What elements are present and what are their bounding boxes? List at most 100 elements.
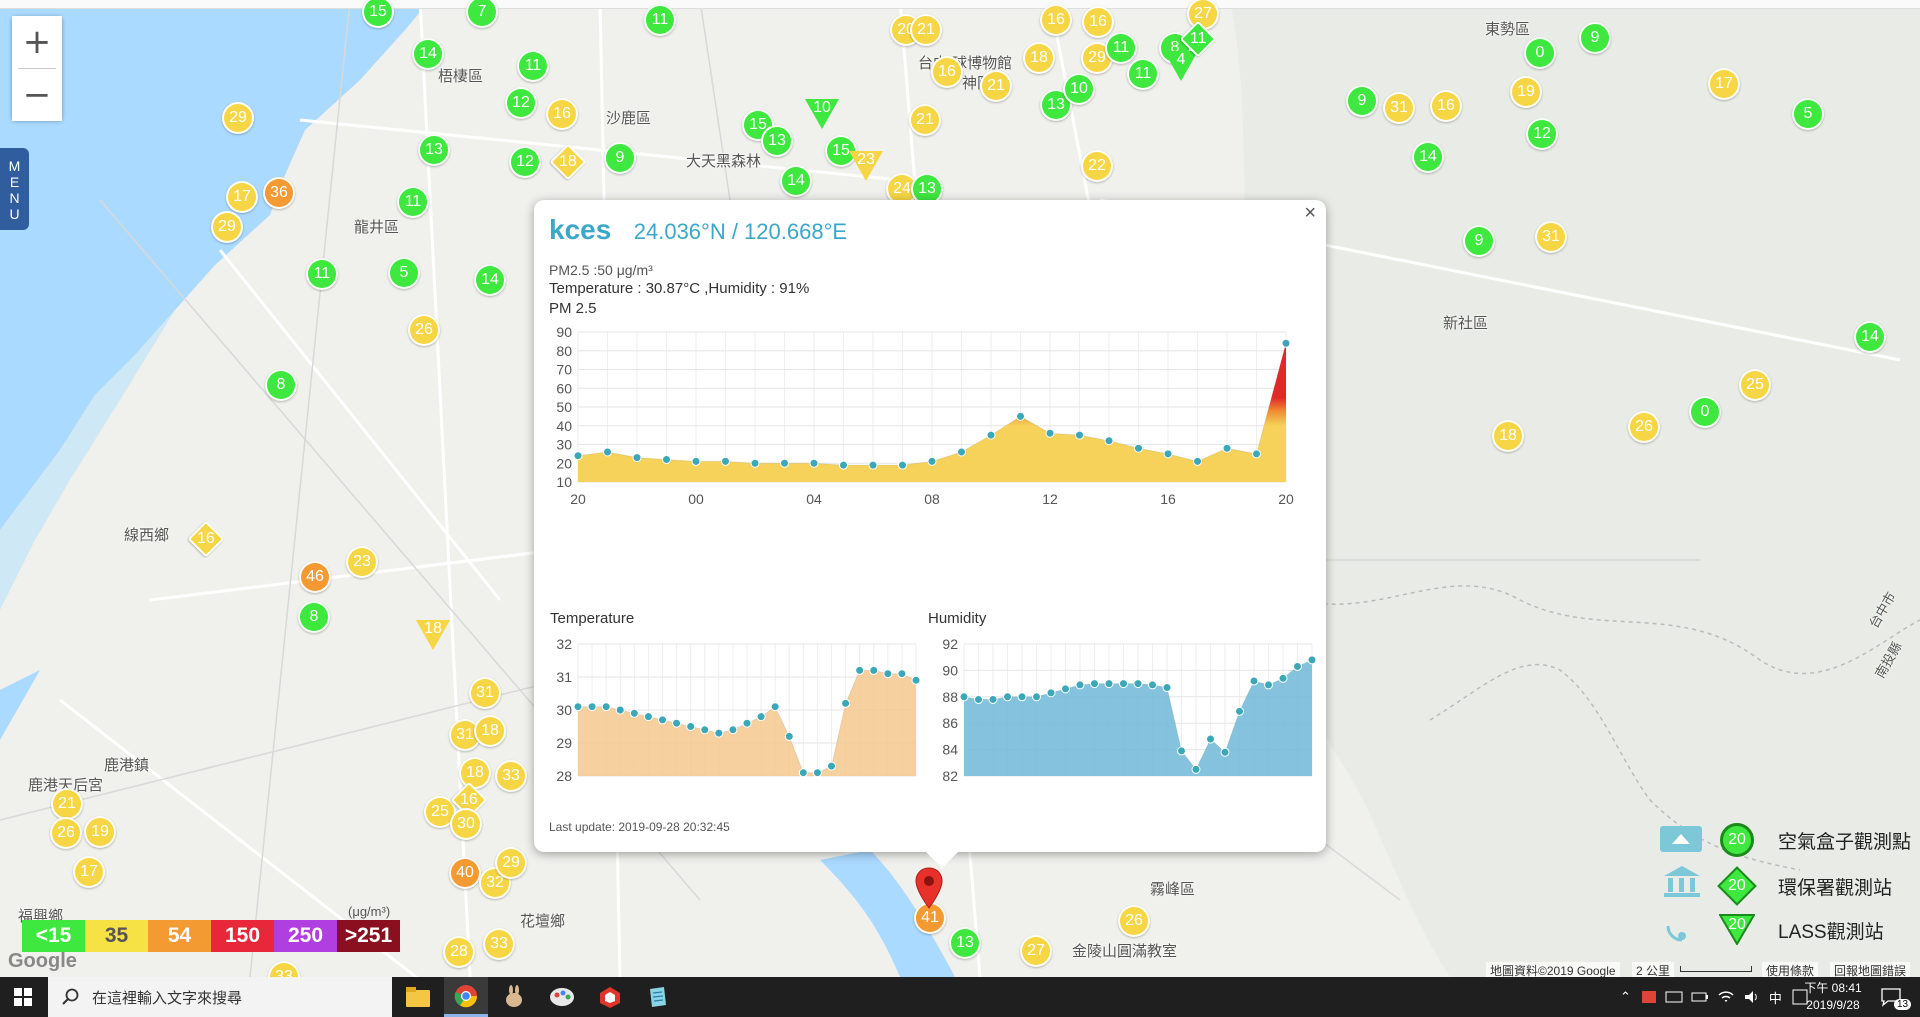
- station-marker[interactable]: 12: [1526, 118, 1558, 150]
- app-button-3[interactable]: [492, 977, 536, 1017]
- station-marker[interactable]: 31: [1383, 92, 1415, 124]
- station-marker[interactable]: 11: [1127, 58, 1159, 90]
- station-marker[interactable]: 8: [265, 369, 297, 401]
- close-icon[interactable]: ×: [1304, 202, 1316, 224]
- station-marker[interactable]: 14: [412, 38, 444, 70]
- station-marker[interactable]: 15: [362, 0, 394, 28]
- station-marker[interactable]: 14: [1854, 321, 1886, 353]
- zoom-in-button[interactable]: +: [12, 16, 62, 68]
- start-button[interactable]: [0, 977, 46, 1017]
- station-marker[interactable]: 33: [483, 928, 515, 960]
- station-marker[interactable]: 27: [1020, 935, 1052, 967]
- station-marker[interactable]: 12: [509, 146, 541, 178]
- app-button-4[interactable]: [540, 977, 584, 1017]
- station-marker[interactable]: 7: [466, 0, 498, 28]
- antivirus-tray-icon[interactable]: [1641, 989, 1657, 1005]
- report-error-link[interactable]: 回報地圖錯誤: [1830, 962, 1911, 977]
- station-marker[interactable]: 14: [474, 264, 506, 296]
- station-marker[interactable]: 16: [546, 98, 578, 130]
- station-marker[interactable]: 16: [1430, 90, 1462, 122]
- station-marker[interactable]: 11: [1105, 32, 1137, 64]
- station-marker[interactable]: 21: [909, 104, 941, 136]
- station-marker[interactable]: 30: [450, 808, 482, 840]
- station-marker[interactable]: 11: [306, 258, 338, 290]
- wifi-icon[interactable]: [1717, 989, 1735, 1005]
- station-marker[interactable]: 26: [408, 314, 440, 346]
- station-marker[interactable]: 24: [886, 173, 918, 205]
- station-marker[interactable]: 18: [416, 620, 450, 650]
- station-marker[interactable]: 4: [1164, 51, 1198, 81]
- station-marker[interactable]: 25: [424, 796, 456, 828]
- app-button-5[interactable]: [588, 977, 632, 1017]
- ime-mode-icon[interactable]: [1792, 989, 1808, 1005]
- station-marker[interactable]: 0: [1524, 37, 1556, 69]
- station-marker[interactable]: 11: [397, 186, 429, 218]
- station-marker[interactable]: 18: [1492, 420, 1524, 452]
- station-marker[interactable]: 21: [51, 788, 83, 820]
- notification-center[interactable]: 13: [1880, 977, 1912, 1017]
- ime-indicator[interactable]: 中: [1768, 990, 1782, 1006]
- battery-tray-icon[interactable]: [1691, 990, 1709, 1004]
- station-marker[interactable]: 17: [73, 856, 105, 888]
- station-marker[interactable]: 10: [805, 99, 839, 129]
- volume-icon[interactable]: [1743, 989, 1761, 1005]
- station-marker[interactable]: 16: [1082, 6, 1114, 38]
- station-marker[interactable]: 23: [849, 151, 883, 181]
- station-marker[interactable]: 26: [1628, 411, 1660, 443]
- station-marker[interactable]: 5: [388, 257, 420, 289]
- station-marker[interactable]: 28: [443, 936, 475, 968]
- station-marker[interactable]: 26: [1118, 905, 1150, 937]
- station-marker[interactable]: 14: [1412, 141, 1444, 173]
- station-marker[interactable]: 16: [1040, 4, 1072, 36]
- station-marker[interactable]: 23: [346, 546, 378, 578]
- station-marker[interactable]: 33: [495, 760, 527, 792]
- station-marker[interactable]: 29: [211, 211, 243, 243]
- station-marker[interactable]: 18: [459, 757, 491, 789]
- station-marker[interactable]: 36: [263, 177, 295, 209]
- station-marker[interactable]: 29: [495, 847, 527, 879]
- station-marker[interactable]: 22: [1081, 150, 1113, 182]
- station-marker[interactable]: 9: [1346, 85, 1378, 117]
- station-marker[interactable]: 46: [299, 561, 331, 593]
- station-marker[interactable]: 29: [222, 102, 254, 134]
- station-marker[interactable]: 14: [780, 165, 812, 197]
- station-marker[interactable]: 16: [931, 56, 963, 88]
- taskbar-search[interactable]: 在這裡輸入文字來搜尋: [48, 977, 392, 1017]
- station-marker[interactable]: 31: [469, 677, 501, 709]
- station-marker[interactable]: 31: [1535, 221, 1567, 253]
- chevron-up-icon[interactable]: ⌃: [1620, 989, 1631, 1004]
- station-marker[interactable]: 9: [1579, 22, 1611, 54]
- station-marker[interactable]: 9: [1463, 225, 1495, 257]
- app-button-6[interactable]: [636, 977, 680, 1017]
- station-marker[interactable]: 13: [761, 125, 793, 157]
- station-marker[interactable]: 13: [949, 927, 981, 959]
- station-marker[interactable]: 13: [418, 134, 450, 166]
- station-marker[interactable]: 12: [505, 87, 537, 119]
- taskbar-clock[interactable]: 下午 08:41 2019/9/28: [1790, 980, 1876, 1014]
- station-marker[interactable]: 11: [517, 50, 549, 82]
- station-marker[interactable]: 17: [226, 181, 258, 213]
- station-marker[interactable]: 10: [1063, 73, 1095, 105]
- station-marker[interactable]: 0: [1689, 396, 1721, 428]
- station-marker[interactable]: 19: [1510, 76, 1542, 108]
- map-canvas[interactable]: 梧棲區 沙鹿區 龍井區 線西鄉 鹿港鎮 福興鄉 花壇鄉 霧峰區 東勢區 新社區 神岡 鹿港天后宮 台中 …: [0, 0, 1920, 977]
- station-marker[interactable]: 8: [298, 601, 330, 633]
- station-marker[interactable]: 21: [980, 70, 1012, 102]
- device-tray-icon[interactable]: [1665, 990, 1683, 1004]
- map-data-attribution[interactable]: 地圖資料©2019 Google: [1486, 962, 1620, 977]
- menu-tab[interactable]: M E N U: [0, 148, 29, 230]
- station-marker[interactable]: 18: [1023, 42, 1055, 74]
- station-marker[interactable]: 9: [604, 142, 636, 174]
- station-marker[interactable]: 19: [84, 816, 116, 848]
- station-marker[interactable]: 26: [50, 817, 82, 849]
- selected-location-pin-icon[interactable]: [914, 866, 944, 910]
- station-marker[interactable]: 21: [910, 14, 942, 46]
- station-marker[interactable]: 11: [644, 4, 676, 36]
- station-marker[interactable]: 5: [1792, 98, 1824, 130]
- map-scale[interactable]: 2 公里: [1632, 962, 1675, 977]
- zoom-out-button[interactable]: −: [12, 69, 62, 121]
- terms-link[interactable]: 使用條款: [1762, 962, 1819, 977]
- station-marker[interactable]: 18: [474, 715, 506, 747]
- station-marker[interactable]: 17: [1708, 68, 1740, 100]
- chrome-button[interactable]: [444, 977, 488, 1017]
